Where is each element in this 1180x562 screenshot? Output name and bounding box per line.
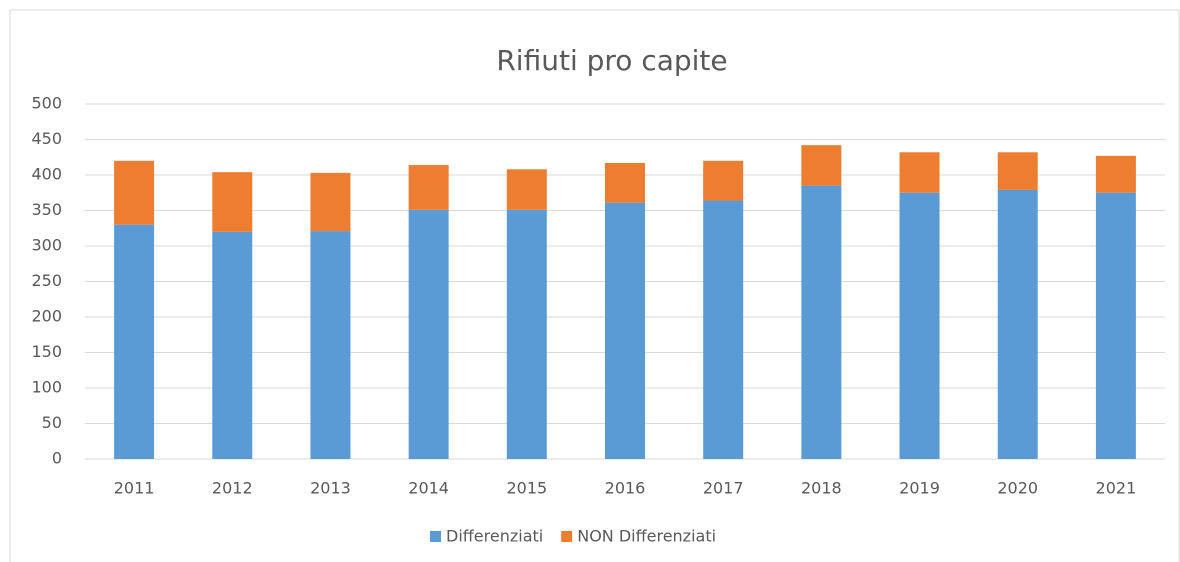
y-tick-label: 500 bbox=[31, 94, 62, 113]
x-tick-label: 2021 bbox=[1096, 479, 1137, 498]
x-tick-label: 2013 bbox=[310, 479, 351, 498]
x-tick-label: 2014 bbox=[408, 479, 449, 498]
y-tick-label: 300 bbox=[31, 236, 62, 255]
bar-segment bbox=[801, 185, 842, 459]
bar-segment bbox=[1095, 155, 1136, 193]
bar-segment bbox=[212, 231, 253, 459]
y-tick-label: 200 bbox=[31, 307, 62, 326]
y-tick-label: 0 bbox=[52, 449, 62, 468]
y-tick-label: 50 bbox=[42, 413, 62, 432]
y-tick-label: 100 bbox=[31, 378, 62, 397]
bar-segment bbox=[605, 202, 645, 459]
bar-segment bbox=[506, 169, 547, 210]
bar-segment bbox=[899, 192, 940, 459]
bar-segment bbox=[114, 224, 155, 459]
bar-segment bbox=[1095, 192, 1136, 459]
bar-segment bbox=[997, 189, 1038, 459]
x-tick-label: 2018 bbox=[801, 479, 842, 498]
bar-segment bbox=[310, 172, 351, 232]
bar-segment bbox=[114, 160, 155, 225]
chart-title: Rifiuti pro capite bbox=[496, 44, 727, 77]
bar-segment bbox=[212, 172, 253, 232]
x-tick-label: 2012 bbox=[212, 479, 253, 498]
bar-segment bbox=[899, 152, 940, 193]
bar-segment bbox=[605, 162, 645, 203]
x-tick-label: 2019 bbox=[899, 479, 940, 498]
y-tick-label: 350 bbox=[31, 200, 62, 219]
x-tick-label: 2017 bbox=[703, 479, 744, 498]
bar-segment bbox=[506, 209, 547, 459]
x-tick-label: 2011 bbox=[114, 479, 155, 498]
bar-segment bbox=[408, 209, 449, 459]
x-tick-label: 2016 bbox=[605, 479, 646, 498]
legend-swatch bbox=[561, 531, 573, 542]
x-tick-label: 2015 bbox=[506, 479, 547, 498]
legend-label: NON Differenziati bbox=[577, 527, 716, 546]
bar-segment bbox=[703, 160, 744, 201]
bar-segment bbox=[408, 165, 449, 210]
bar-segment bbox=[703, 200, 744, 459]
y-tick-label: 400 bbox=[31, 165, 62, 184]
y-tick-label: 150 bbox=[31, 342, 62, 361]
x-tick-label: 2020 bbox=[997, 479, 1038, 498]
bar-segment bbox=[801, 145, 842, 186]
y-tick-label: 250 bbox=[31, 271, 62, 290]
chart-border bbox=[9, 9, 1180, 562]
bar-segment bbox=[997, 152, 1038, 190]
legend-swatch bbox=[430, 531, 441, 542]
bar-segment bbox=[310, 231, 351, 459]
y-tick-label: 450 bbox=[31, 129, 62, 148]
legend-label: Differenziati bbox=[446, 527, 543, 546]
